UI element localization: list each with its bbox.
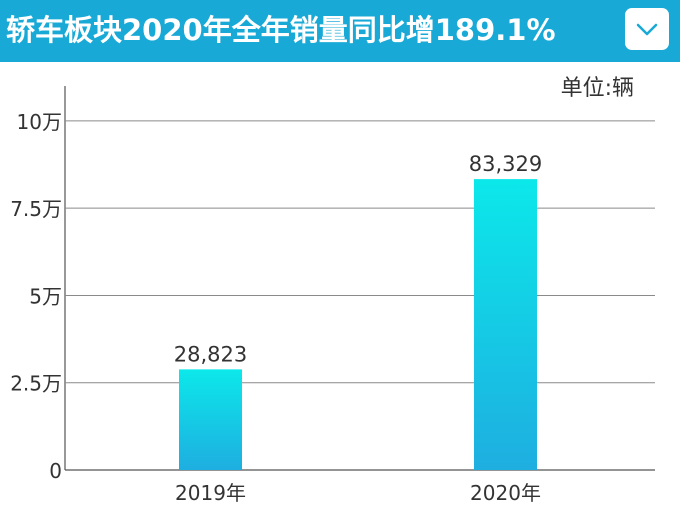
x-tick-label: 2020年 bbox=[470, 481, 541, 505]
y-tick-label: 7.5万 bbox=[10, 197, 62, 221]
bar bbox=[179, 369, 242, 470]
bar-value-label: 83,329 bbox=[469, 152, 542, 176]
y-tick-label: 0 bbox=[49, 459, 62, 483]
x-tick-label: 2019年 bbox=[175, 481, 246, 505]
y-tick-label: 5万 bbox=[29, 284, 62, 308]
unit-label: 单位:辆 bbox=[560, 76, 634, 101]
y-tick-label: 2.5万 bbox=[10, 372, 62, 396]
chart-title: 轿车板块2020年全年销量同比增189.1% bbox=[6, 13, 556, 47]
chevron-down-icon bbox=[636, 23, 658, 36]
bar-value-label: 28,823 bbox=[174, 342, 247, 366]
expand-button[interactable] bbox=[625, 8, 669, 50]
chart-header: 轿车板块2020年全年销量同比增189.1% bbox=[0, 0, 680, 62]
bar bbox=[474, 179, 537, 471]
y-tick-label: 10万 bbox=[17, 110, 62, 134]
